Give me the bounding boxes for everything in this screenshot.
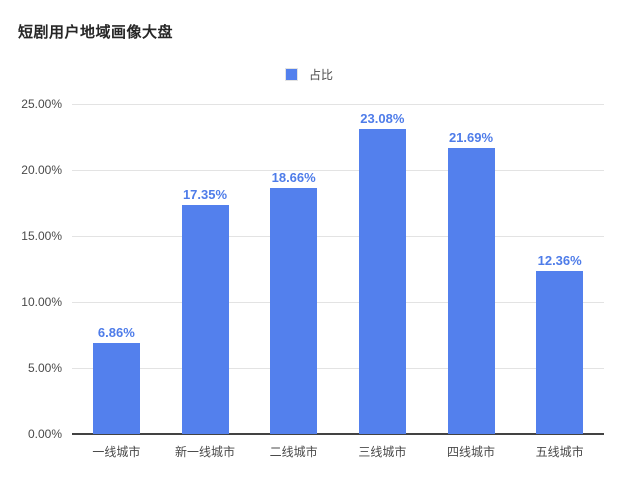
y-tick-label: 5.00% bbox=[27, 361, 62, 375]
bar-五线城市[interactable] bbox=[536, 270, 584, 434]
bar-value-label: 17.35% bbox=[182, 186, 228, 202]
bar-二线城市[interactable] bbox=[270, 187, 318, 434]
legend-swatch-icon bbox=[286, 69, 297, 80]
bar-三线城市[interactable] bbox=[358, 129, 406, 434]
plot-area: 0.00% 5.00% 10.00% 15.00% 20.00% 25.00% 6.86% 一… bbox=[21, 97, 604, 459]
x-tick-label: 二线城市 bbox=[269, 445, 318, 459]
x-tick-label: 三线城市 bbox=[358, 445, 407, 459]
x-tick-label: 新一线城市 bbox=[174, 445, 235, 459]
x-tick-label: 五线城市 bbox=[535, 445, 584, 459]
bar-一线城市[interactable] bbox=[92, 343, 140, 434]
bar-新一线城市[interactable] bbox=[181, 204, 229, 434]
bar-四线城市[interactable] bbox=[447, 147, 495, 434]
bar-value-label: 12.36% bbox=[537, 252, 582, 268]
bar-value-label: 18.66% bbox=[271, 169, 316, 185]
chart-title: 短剧用户地域画像大盘 bbox=[18, 24, 174, 41]
gridline bbox=[72, 368, 604, 369]
y-tick-label: 10.00% bbox=[21, 295, 62, 309]
x-tick-label: 一线城市 bbox=[92, 445, 141, 459]
y-tick-label: 15.00% bbox=[21, 229, 62, 243]
gridline bbox=[72, 236, 604, 237]
bar-value-label: 6.86% bbox=[97, 325, 135, 341]
bar-value-label: 23.08% bbox=[360, 111, 405, 127]
gridline bbox=[72, 302, 604, 303]
legend-label: 占比 bbox=[309, 68, 334, 82]
bar-value-label: 21.69% bbox=[448, 129, 494, 145]
y-tick-label: 20.00% bbox=[21, 163, 62, 177]
y-tick-label: 0.00% bbox=[27, 427, 62, 441]
x-axis-line bbox=[72, 433, 604, 435]
gridline bbox=[72, 170, 604, 171]
gridline bbox=[72, 104, 604, 105]
legend-item[interactable]: 占比 bbox=[286, 66, 333, 83]
y-tick-label: 25.00% bbox=[21, 97, 62, 111]
x-tick-label: 四线城市 bbox=[446, 445, 495, 459]
